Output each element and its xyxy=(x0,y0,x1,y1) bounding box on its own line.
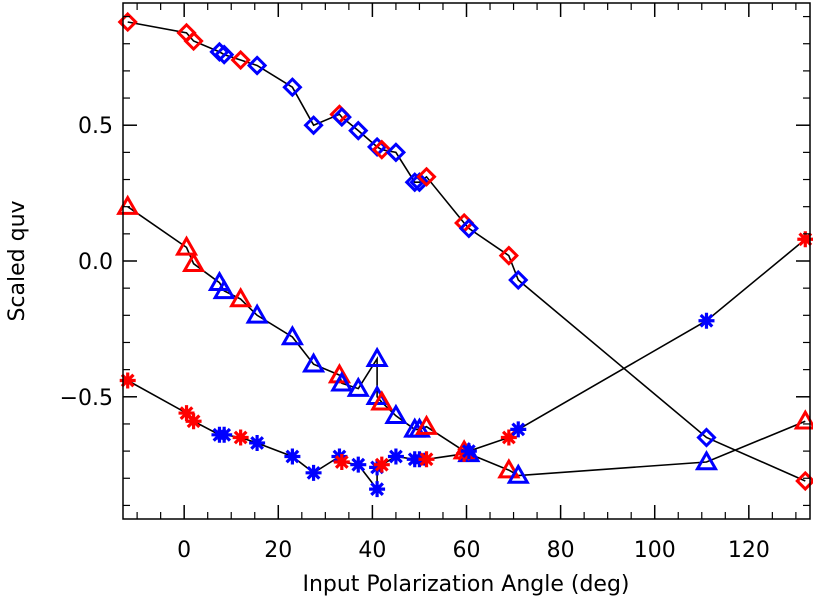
tick-layer: 0 20 40 60 80 100 120 −0.5 0.0 0.5 xyxy=(60,3,810,563)
data-point-q xyxy=(183,30,204,52)
x-axis-label: Input Polarization Angle (deg) xyxy=(302,572,629,597)
x-tick-label: 100 xyxy=(634,538,676,563)
data-point-q xyxy=(348,120,369,141)
x-tick-label: 60 xyxy=(453,538,481,563)
data-point-q xyxy=(458,218,479,239)
x-tick-label: 20 xyxy=(264,538,292,563)
data-point-v xyxy=(418,451,435,468)
data-point-u xyxy=(181,251,206,272)
data-point-u xyxy=(245,303,269,324)
data-point-u xyxy=(384,403,408,425)
data-point-v xyxy=(178,405,195,422)
data-point-q xyxy=(230,49,251,71)
marker-layer xyxy=(116,11,813,498)
x-tick-label: 40 xyxy=(358,538,386,563)
data-point-v xyxy=(249,434,266,451)
data-point-v xyxy=(698,312,715,329)
plot-frame xyxy=(122,2,811,520)
data-point-q xyxy=(416,166,437,187)
data-point-v xyxy=(284,448,301,465)
data-point-u xyxy=(229,286,253,308)
data-point-v xyxy=(797,231,813,248)
data-point-v xyxy=(333,453,350,470)
data-point-q xyxy=(282,77,303,98)
y-axis-label: Scaled quv xyxy=(5,200,30,321)
data-point-v xyxy=(119,372,136,389)
data-point-u xyxy=(330,371,354,392)
data-point-u xyxy=(212,278,236,300)
data-point-u xyxy=(407,417,432,438)
data-point-u xyxy=(346,376,370,397)
data-point-u xyxy=(365,346,389,368)
data-point-q xyxy=(303,115,324,136)
y-tick-label: 0.0 xyxy=(78,250,113,275)
data-point-q xyxy=(696,427,717,448)
data-point-u xyxy=(694,449,719,471)
data-point-q xyxy=(246,55,268,76)
data-point-u xyxy=(370,390,394,411)
data-point-q xyxy=(385,142,407,163)
data-point-v xyxy=(305,464,322,481)
data-point-v xyxy=(369,481,386,498)
data-point-u xyxy=(301,352,326,373)
data-point-v xyxy=(387,448,404,465)
data-point-v xyxy=(510,421,527,438)
x-tick-label: 0 xyxy=(177,538,191,563)
data-point-u xyxy=(506,463,530,484)
y-tick-label: 0.5 xyxy=(78,114,113,139)
data-point-u xyxy=(280,325,304,346)
data-point-q xyxy=(409,172,430,193)
data-point-q xyxy=(371,139,392,160)
data-point-u xyxy=(497,458,521,479)
data-point-v xyxy=(331,448,348,465)
data-point-q xyxy=(508,269,529,291)
data-point-v xyxy=(460,443,477,460)
x-tick-label: 80 xyxy=(547,538,575,563)
data-point-v xyxy=(350,456,367,473)
data-point-q xyxy=(214,44,235,65)
data-point-v xyxy=(216,426,233,443)
series-layer xyxy=(127,21,806,492)
x-tick-label: 120 xyxy=(728,538,770,563)
data-point-v xyxy=(500,429,517,446)
data-point-q xyxy=(331,106,352,128)
data-point-v xyxy=(373,456,390,473)
data-point-u xyxy=(174,235,199,256)
data-point-v xyxy=(232,429,249,446)
data-point-q xyxy=(498,245,519,266)
series-line-q xyxy=(127,21,806,482)
y-tick-label: −0.5 xyxy=(60,386,113,411)
data-point-u xyxy=(327,363,352,384)
data-point-u xyxy=(414,414,439,435)
data-point-u xyxy=(116,194,140,215)
data-point-v xyxy=(185,413,202,430)
